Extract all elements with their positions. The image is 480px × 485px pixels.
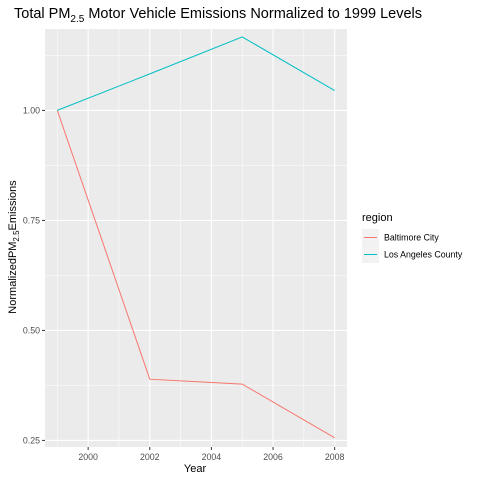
series-lines: [56, 36, 335, 439]
y-axis-label-prefix: NormalizedPM: [7, 242, 19, 314]
chart-title-subscript: 2.5: [70, 14, 84, 25]
plot-panel: [45, 29, 347, 447]
x-tick-label: 2002: [140, 452, 160, 462]
legend-item-label: Baltimore City: [384, 233, 439, 243]
chart-title-suffix: Motor Vehicle Emissions Normalized to 19…: [84, 6, 422, 22]
series-line-los-angeles-county: [57, 36, 335, 111]
series-line-baltimore-city: [56, 110, 335, 439]
chart-title: Total PM2.5 Motor Vehicle Emissions Norm…: [14, 6, 422, 25]
axes: 2000 2002 2004 2006 2008 0.25 0.50 0.75 1.00: [23, 105, 345, 462]
legend: region Baltimore City Los Angeles County: [362, 212, 463, 263]
legend-title: region: [362, 212, 393, 224]
y-tick-label: 1.00: [23, 105, 40, 115]
y-tick-label: 0.25: [23, 435, 40, 445]
legend-item-label: Los Angeles County: [384, 250, 463, 260]
x-tick-label: 2006: [263, 452, 283, 462]
y-axis-label: NormalizedPM2.5Emissions: [7, 180, 21, 314]
y-tick-label: 0.50: [23, 325, 40, 335]
chart-title-prefix: Total PM: [14, 6, 70, 22]
x-tick-label: 2004: [202, 452, 222, 462]
gridlines: [45, 29, 347, 447]
y-axis-label-subscript: 2.5: [12, 230, 21, 242]
x-tick-label: 2000: [78, 452, 98, 462]
y-tick-label: 0.75: [23, 215, 40, 225]
x-tick-label: 2008: [325, 452, 345, 462]
panel-background: [45, 29, 347, 447]
x-axis-label: Year: [184, 463, 207, 475]
y-axis-label-suffix: Emissions: [7, 180, 19, 231]
